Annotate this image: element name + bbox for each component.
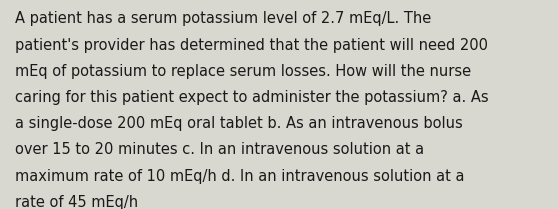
Text: caring for this patient expect to administer the potassium? a. As: caring for this patient expect to admini… xyxy=(16,90,489,105)
Text: A patient has a serum potassium level of 2.7 mEq/L. The: A patient has a serum potassium level of… xyxy=(16,11,432,26)
Text: rate of 45 mEq/h: rate of 45 mEq/h xyxy=(16,195,138,209)
Text: over 15 to 20 minutes c. In an intravenous solution at a: over 15 to 20 minutes c. In an intraveno… xyxy=(16,142,425,157)
Text: mEq of potassium to replace serum losses. How will the nurse: mEq of potassium to replace serum losses… xyxy=(16,64,472,79)
Text: patient's provider has determined that the patient will need 200: patient's provider has determined that t… xyxy=(16,38,488,52)
Text: maximum rate of 10 mEq/h d. In an intravenous solution at a: maximum rate of 10 mEq/h d. In an intrav… xyxy=(16,169,465,184)
Text: a single-dose 200 mEq oral tablet b. As an intravenous bolus: a single-dose 200 mEq oral tablet b. As … xyxy=(16,116,463,131)
